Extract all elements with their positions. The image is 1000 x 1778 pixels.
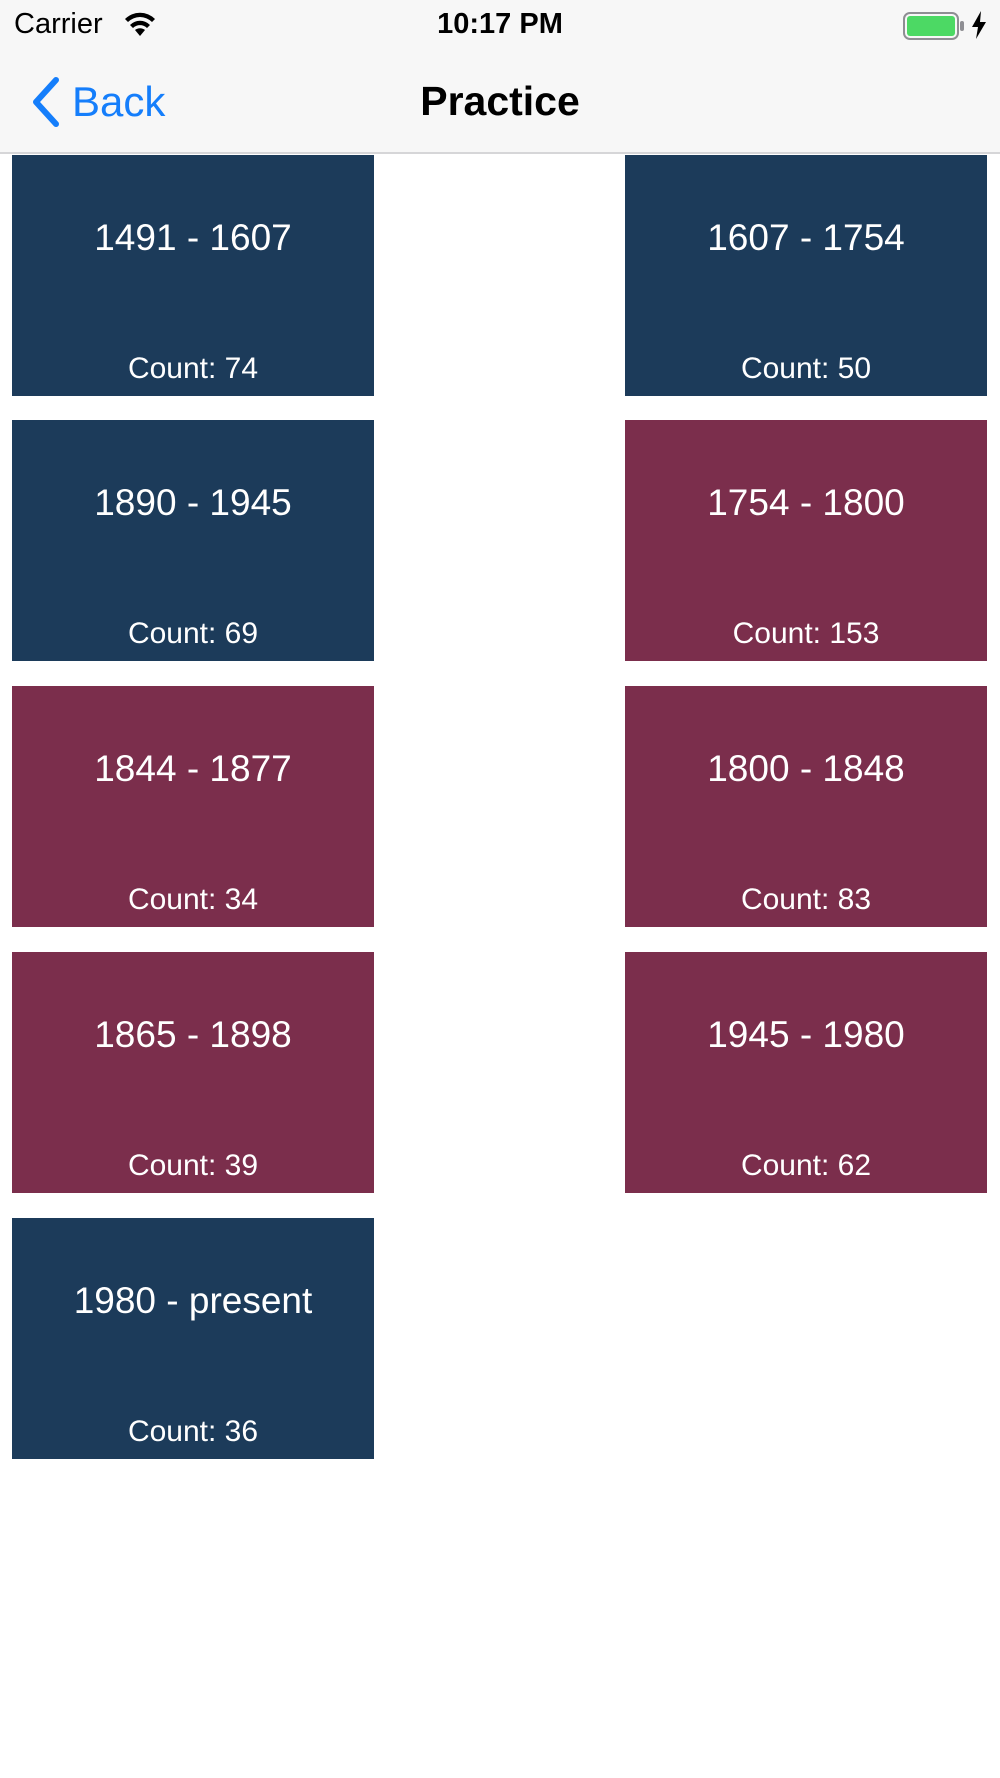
- carrier-label: Carrier: [14, 8, 103, 40]
- period-tile[interactable]: 1980 - present Count: 36: [12, 1218, 374, 1459]
- status-time: 10:17 PM: [437, 8, 563, 40]
- tile-count-label: Count: 36: [127, 1415, 259, 1448]
- period-tile[interactable]: 1844 - 1877 Count: 34: [12, 686, 374, 927]
- tile-range-label: 1890 - 1945: [94, 482, 292, 523]
- period-tile[interactable]: 1800 - 1848 Count: 83: [625, 686, 987, 927]
- tile-count-label: Count: 62: [740, 1149, 872, 1182]
- tile-count-label: Count: 50: [740, 352, 872, 385]
- tile-range-label: 1607 - 1754: [707, 217, 905, 258]
- tile-range-label: 1980 - present: [73, 1280, 313, 1321]
- back-label: Back: [72, 78, 166, 125]
- tile-count-label: Count: 83: [740, 883, 872, 916]
- tile-count-label: Count: 34: [127, 883, 259, 916]
- tile-range-label: 1865 - 1898: [94, 1014, 292, 1055]
- period-tile[interactable]: 1890 - 1945 Count: 69: [12, 420, 374, 661]
- period-grid: 1491 - 1607 Count: 74 1607 - 1754 Count:…: [0, 155, 1000, 1778]
- tile-range-label: 1754 - 1800: [707, 482, 905, 523]
- tile-range-label: 1945 - 1980: [707, 1014, 905, 1055]
- charging-bolt-icon: [972, 11, 986, 39]
- tile-range-label: 1844 - 1877: [94, 748, 292, 789]
- page-title: Practice: [420, 78, 580, 124]
- tile-range-label: 1800 - 1848: [707, 748, 905, 789]
- battery-icon: [903, 12, 964, 40]
- tile-count-label: Count: 39: [127, 1149, 259, 1182]
- period-tile[interactable]: 1491 - 1607 Count: 74: [12, 155, 374, 396]
- navigation-bar: Back Practice: [0, 52, 1000, 154]
- period-tile[interactable]: 1865 - 1898 Count: 39: [12, 952, 374, 1193]
- back-button[interactable]: Back: [28, 74, 165, 130]
- tile-range-label: 1491 - 1607: [94, 217, 292, 258]
- period-tile[interactable]: 1754 - 1800 Count: 153: [625, 420, 987, 661]
- tile-count-label: Count: 69: [127, 617, 259, 650]
- tile-count-label: Count: 153: [732, 617, 880, 650]
- tile-count-label: Count: 74: [127, 352, 259, 385]
- period-tile[interactable]: 1607 - 1754 Count: 50: [625, 155, 987, 396]
- wifi-icon: [125, 12, 155, 36]
- period-tile[interactable]: 1945 - 1980 Count: 62: [625, 952, 987, 1193]
- status-bar: Carrier 10:17 PM: [0, 0, 1000, 52]
- chevron-left-icon: [33, 77, 59, 127]
